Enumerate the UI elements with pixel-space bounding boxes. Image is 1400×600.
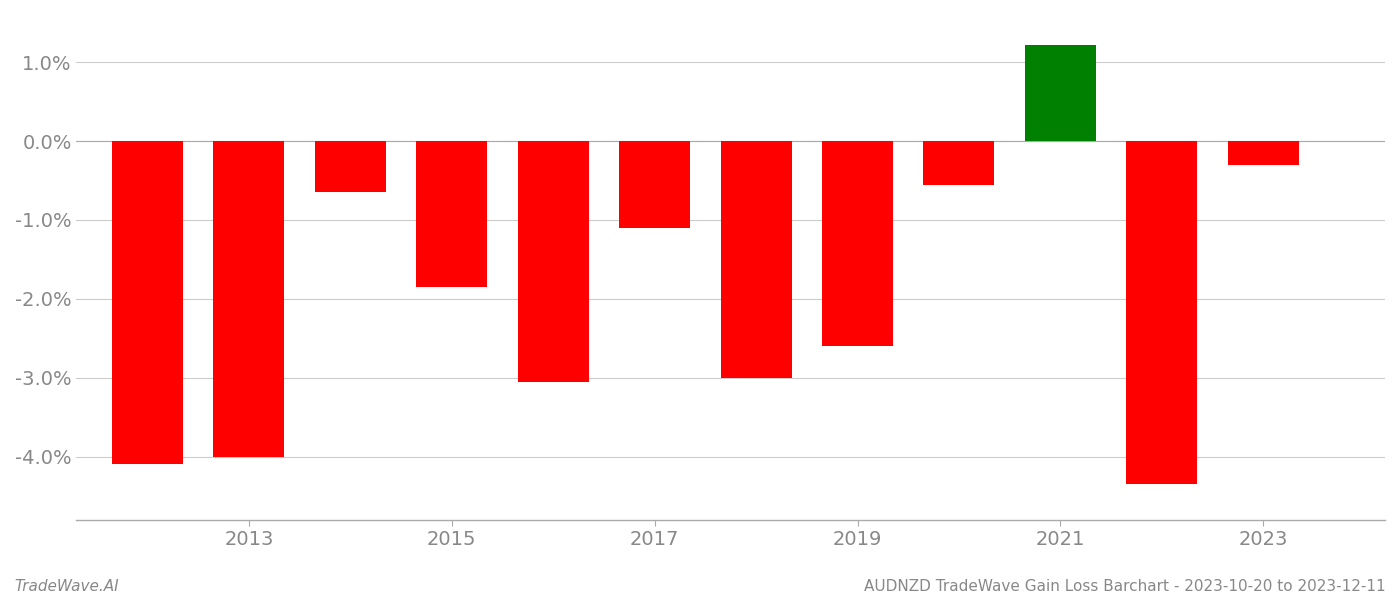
Bar [1025, 45, 1096, 141]
Bar [619, 141, 690, 228]
Bar [924, 141, 994, 185]
Bar [416, 141, 487, 287]
Bar [1127, 141, 1197, 484]
Bar [1228, 141, 1299, 165]
Bar [518, 141, 589, 382]
Bar [822, 141, 893, 346]
Bar [721, 141, 791, 377]
Text: AUDNZD TradeWave Gain Loss Barchart - 2023-10-20 to 2023-12-11: AUDNZD TradeWave Gain Loss Barchart - 20… [864, 579, 1386, 594]
Bar [315, 141, 386, 193]
Bar [213, 141, 284, 457]
Text: TradeWave.AI: TradeWave.AI [14, 579, 119, 594]
Bar [112, 141, 183, 464]
